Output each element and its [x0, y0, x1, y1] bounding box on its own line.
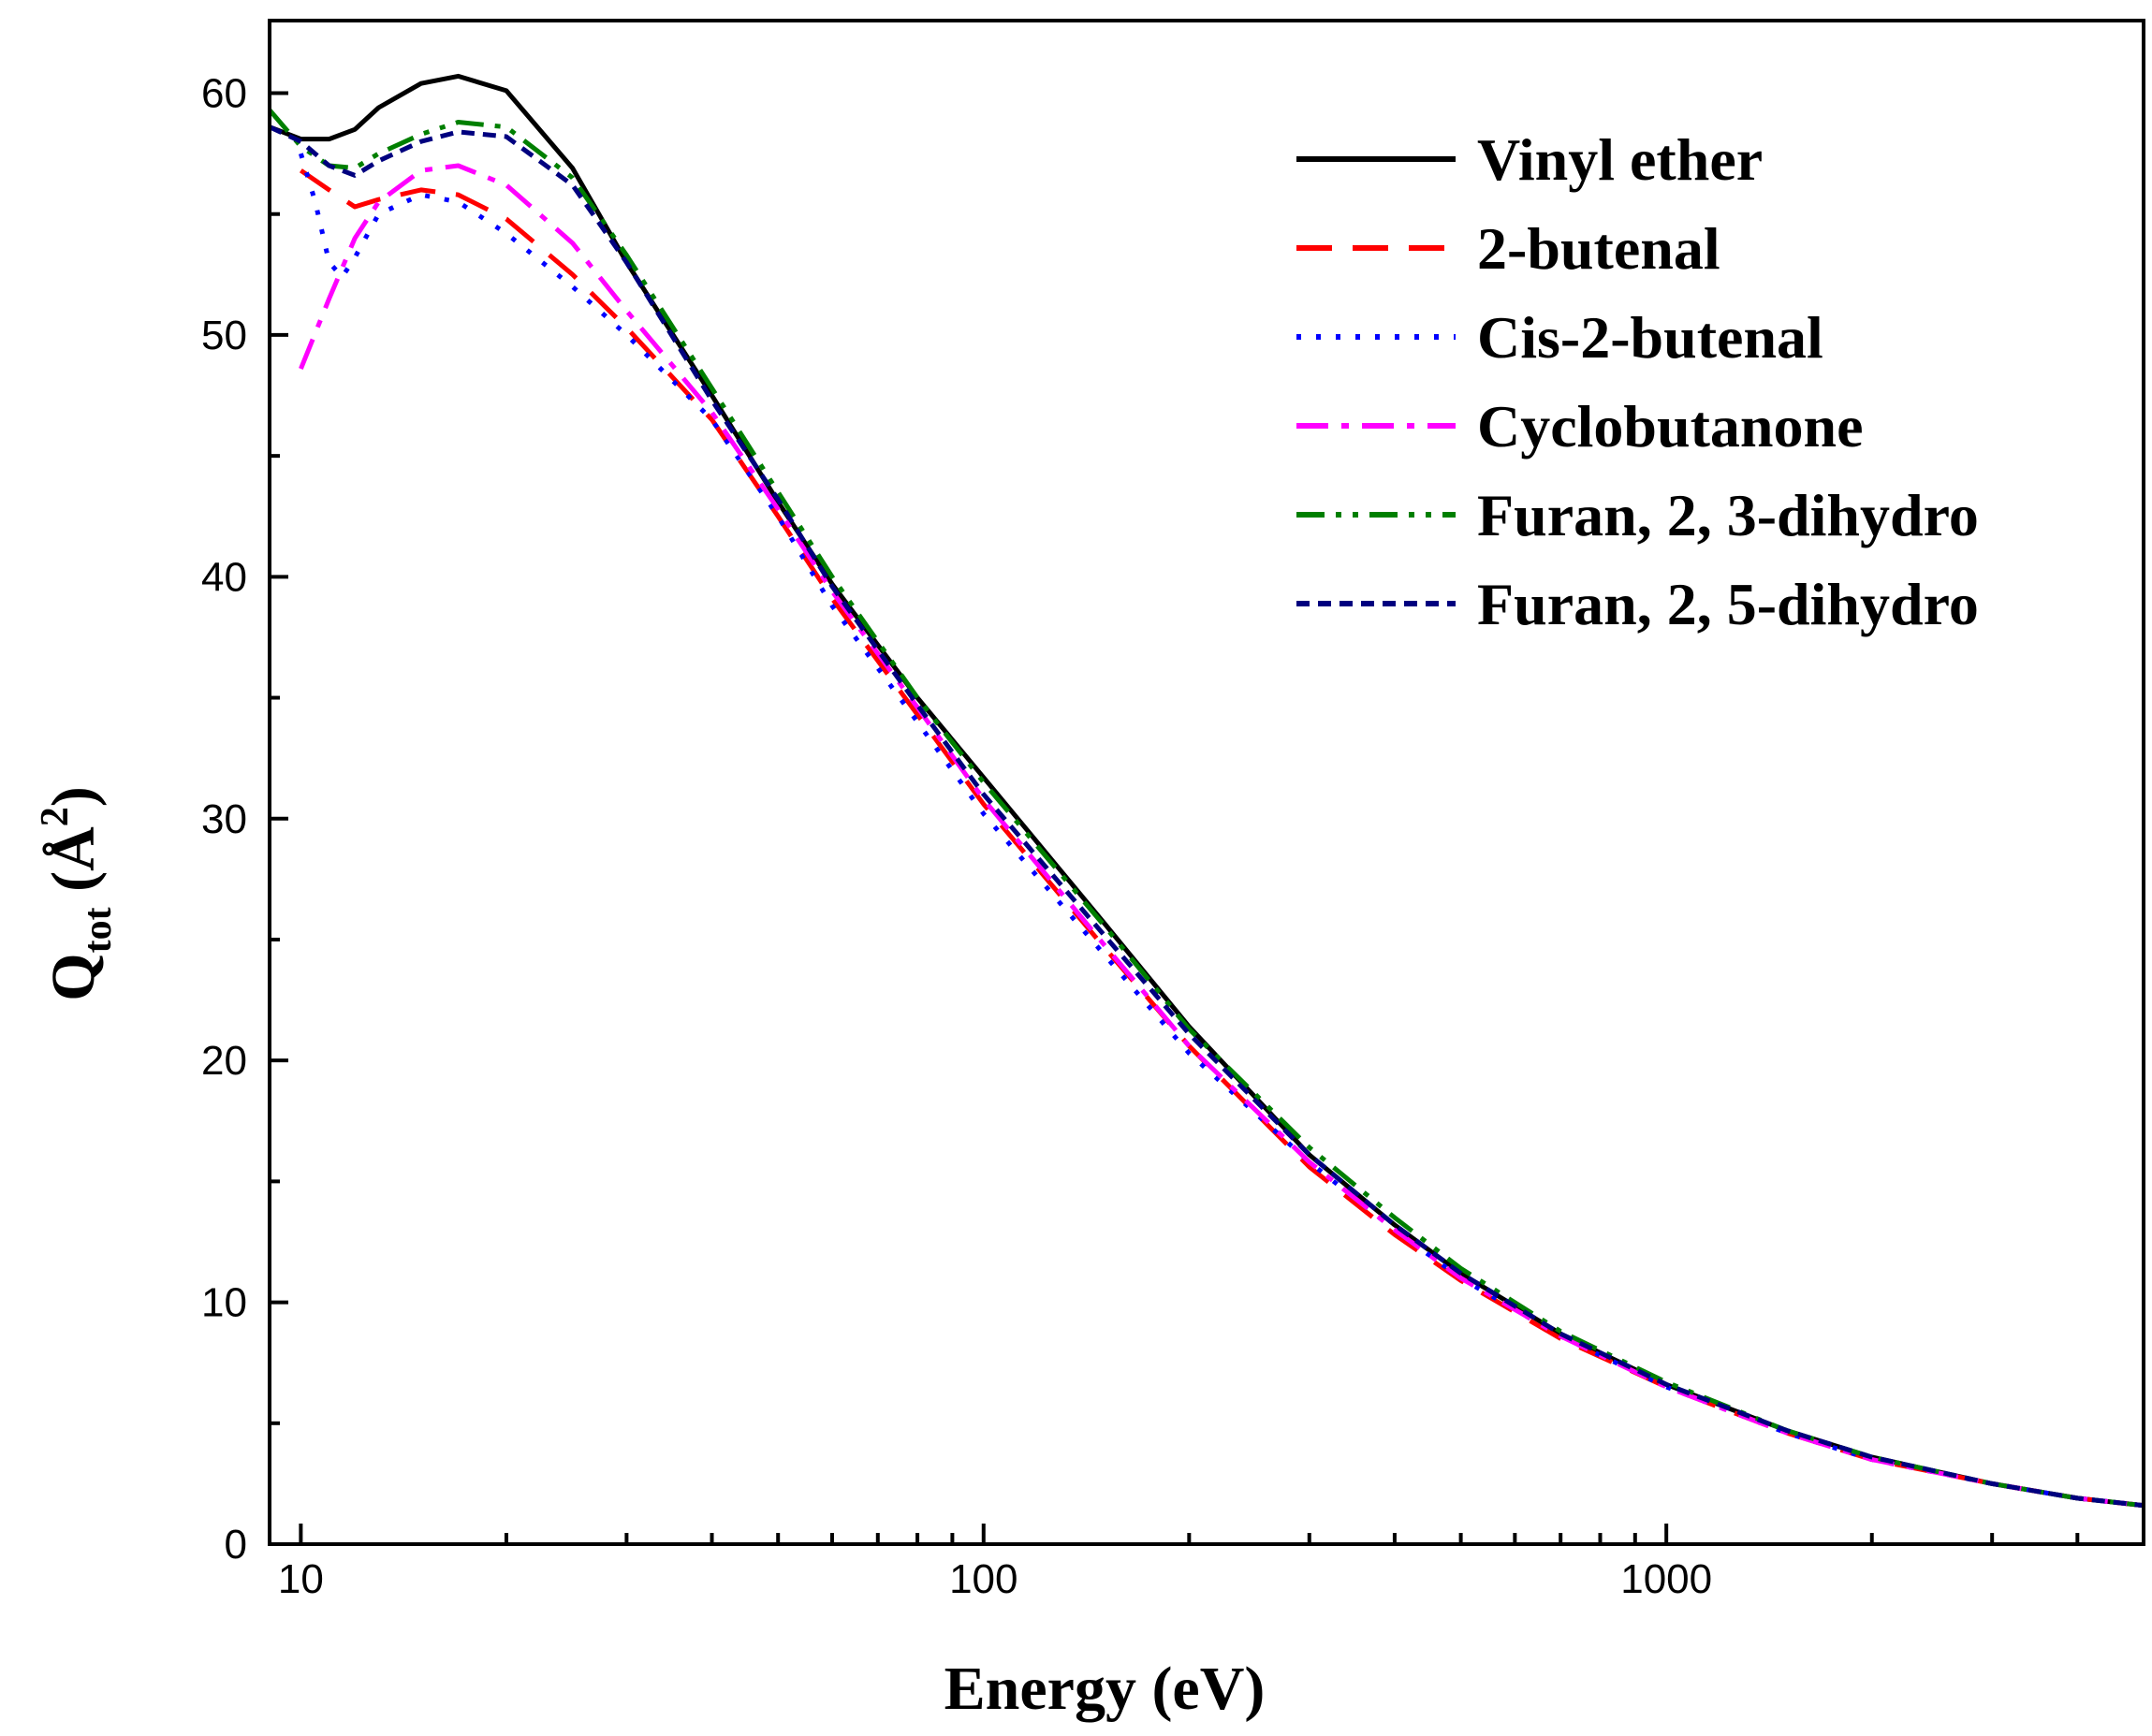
y-axis-title-subscript: tot: [77, 907, 120, 953]
y-axis-title-main: Q: [39, 953, 108, 1000]
axes-layer: 0 10 20 30 40 50 60 10 100 1000: [201, 19, 2145, 1602]
y-tick-label-4: 40: [201, 554, 247, 600]
legend-label-6: Furan, 2, 5-dihydro: [1477, 571, 1979, 637]
x-tick-label-1: 100: [949, 1556, 1017, 1602]
y-tick-label-3: 30: [201, 796, 247, 842]
y-axis-title-unit: Å: [39, 826, 108, 871]
legend-label-1: Vinyl ether: [1477, 126, 1763, 193]
x-tick-label-2: 1000: [1620, 1556, 1712, 1602]
y-axis-title-unit-close: ): [39, 786, 108, 807]
series-line-3: [299, 153, 2144, 1509]
y-tick-label-1: 10: [201, 1280, 247, 1326]
legend-label-5: Furan, 2, 3-dihydro: [1477, 482, 1979, 548]
legend-label-4: Cyclobutanone: [1477, 393, 1864, 460]
x-axis-title: Energy (eV): [944, 1655, 1266, 1723]
y-axis-title: Qtot (Å2): [34, 786, 120, 1000]
y-tick-label-2: 20: [201, 1038, 247, 1084]
y-axis-title-unit-open: (: [39, 871, 108, 907]
plot-frame: [268, 19, 2145, 1546]
legend-label-3: Cis-2-butenal: [1477, 304, 1823, 371]
y-tick-label-5: 50: [201, 313, 247, 358]
series-layer: [270, 73, 2144, 1509]
legend: Vinyl ether 2-butenal Cis-2-butenal Cyclobu…: [1296, 126, 1979, 637]
y-tick-label-6: 60: [201, 71, 247, 117]
legend-label-2: 2-butenal: [1477, 215, 1720, 282]
series-line-6: [270, 124, 2144, 1509]
x-tick-label-0: 10: [278, 1556, 324, 1602]
series-line-5: [270, 108, 2144, 1509]
y-axis-title-superscript: 2: [34, 807, 77, 826]
y-tick-label-0: 0: [225, 1522, 247, 1568]
